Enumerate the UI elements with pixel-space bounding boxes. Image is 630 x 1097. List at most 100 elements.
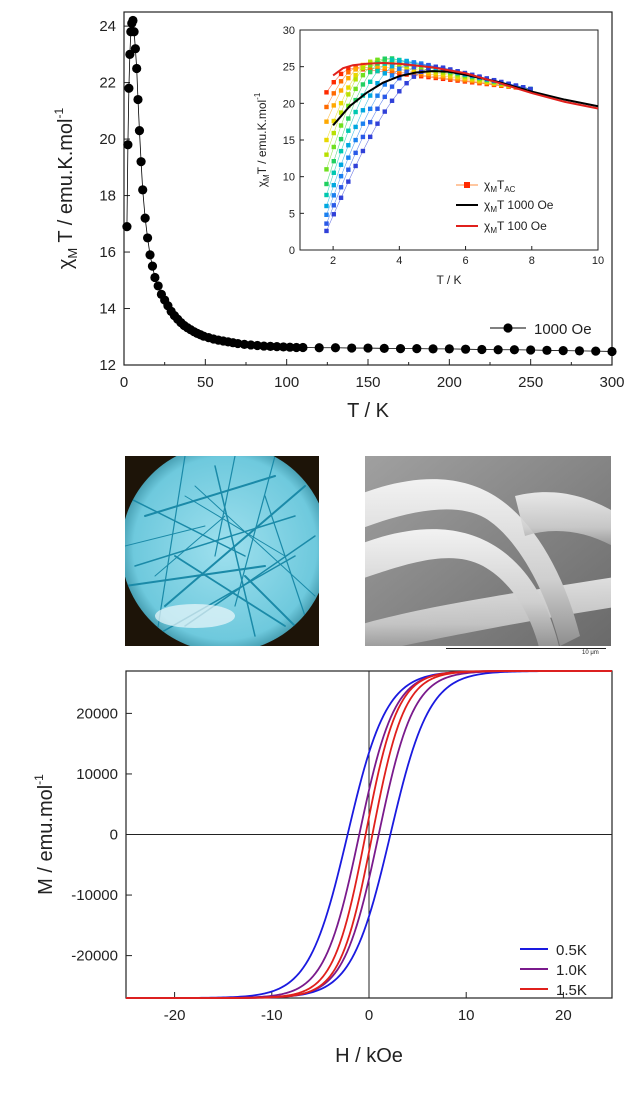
x-tick-label: 150: [355, 374, 380, 391]
data-point: [130, 44, 140, 54]
data-point: [278, 342, 289, 352]
inset-ac-point: [331, 80, 336, 85]
inset-ac-point: [389, 64, 395, 69]
inset-ac-point: [324, 203, 329, 209]
inset-ac-point: [360, 66, 366, 71]
inset-ac-point: [331, 212, 336, 217]
inset-ac-point: [389, 68, 395, 74]
inset-ac-point: [353, 77, 358, 82]
y-tick-label: 20000: [76, 705, 118, 722]
inset-ac-point: [324, 192, 329, 198]
y-tick-label: 10000: [76, 766, 118, 783]
data-point: [128, 15, 138, 26]
data-point: [428, 344, 438, 354]
inset-x-tick-label: 8: [529, 255, 535, 267]
inset-ac-point: [346, 75, 351, 81]
inset-legend-marker: [464, 182, 470, 188]
inset-ac-point: [338, 173, 344, 179]
inset-ac-point: [360, 82, 366, 87]
x-tick-label: -10: [261, 1007, 283, 1024]
inset-x-tick-label: 4: [396, 255, 402, 267]
inset-y-tick-label: 20: [283, 98, 295, 110]
inset-ac-point: [375, 106, 380, 111]
inset-ac-point: [346, 85, 351, 90]
inset-ac-point: [404, 81, 409, 86]
inset-x-tick-label: 6: [462, 255, 468, 267]
inset-y-tick-label: 10: [283, 172, 295, 184]
data-point: [412, 344, 422, 354]
y-tick-label: -10000: [71, 887, 118, 904]
inset-ac-point: [338, 185, 344, 190]
data-point: [291, 342, 302, 353]
inset-legend-label: χMTAC: [484, 178, 516, 194]
inset-ac-point: [389, 73, 395, 78]
inset-ac-point: [331, 103, 336, 108]
inset-ac-point: [324, 90, 329, 95]
inset-ac-point: [367, 119, 373, 125]
inset-ac-point: [338, 195, 344, 200]
inset-ac-point: [375, 68, 380, 74]
data-point: [379, 343, 389, 353]
inset-ac-point: [353, 86, 358, 92]
y-tick-label: 12: [99, 357, 116, 374]
inset-ac-point: [331, 91, 336, 96]
inset-ac-point: [404, 58, 409, 64]
data-point: [509, 345, 519, 355]
inset-ac-point: [360, 72, 366, 78]
data-point: [477, 344, 487, 355]
data-point: [133, 94, 143, 105]
data-point: [272, 342, 282, 352]
inset-x-tick-label: 10: [592, 255, 604, 267]
inset-ac-point: [404, 65, 409, 71]
loop-branch-down: [125, 670, 613, 999]
crystal-needle: [125, 565, 266, 587]
inset-ac-point: [382, 67, 387, 73]
inset-ac-point: [331, 144, 336, 150]
sem-scale-label: 10 μm: [582, 650, 599, 656]
inset-ac-point: [338, 136, 344, 142]
y-tick-label: 20: [99, 131, 116, 148]
data-point: [265, 341, 275, 351]
inset-ac-point: [353, 137, 358, 143]
inset-ac-point: [411, 65, 417, 70]
data-point: [124, 83, 134, 93]
inset-ac-point: [338, 100, 344, 106]
x-tick-label: 300: [599, 374, 624, 391]
data-point: [147, 261, 158, 271]
inset-ac-point: [360, 108, 366, 113]
inset-ac-point: [411, 69, 417, 74]
inset-y-tick-label: 0: [289, 245, 295, 257]
crystal-needle: [144, 475, 276, 517]
data-point: [285, 342, 295, 352]
x-axis-label: T / K: [347, 400, 390, 422]
inset-ac-point: [360, 121, 366, 126]
x-tick-label: 10: [458, 1007, 475, 1024]
inset-ac-point: [382, 94, 387, 100]
inset-ac-point: [367, 69, 373, 75]
crystal-needle: [184, 495, 286, 557]
inset-ac-point: [367, 65, 373, 71]
inset-ac-point: [367, 79, 373, 84]
inset-y-tick-label: 15: [283, 135, 295, 147]
inset-ac-point: [375, 57, 380, 63]
data-point: [461, 344, 471, 354]
inset-ac-point: [346, 167, 351, 172]
data-point: [142, 233, 153, 243]
data-point: [153, 281, 163, 291]
inset-ac-point: [324, 104, 329, 110]
inset-curve-100: [332, 61, 599, 110]
crystal-needle: [234, 456, 276, 607]
inset-ac-point: [331, 193, 336, 198]
x-tick-label: 50: [197, 374, 214, 391]
inset-ac-point: [324, 119, 329, 124]
x-tick-label: 250: [518, 374, 543, 391]
inset-ac-point: [346, 66, 351, 72]
inset-ac-point: [346, 116, 351, 121]
sem-micrograph: [365, 456, 611, 646]
inset-x-tick-label: 2: [330, 255, 336, 267]
y-tick-label: 18: [99, 188, 116, 205]
inset-y-tick-label: 5: [289, 208, 295, 220]
data-point: [129, 27, 139, 37]
inset-ac-point: [426, 62, 431, 68]
